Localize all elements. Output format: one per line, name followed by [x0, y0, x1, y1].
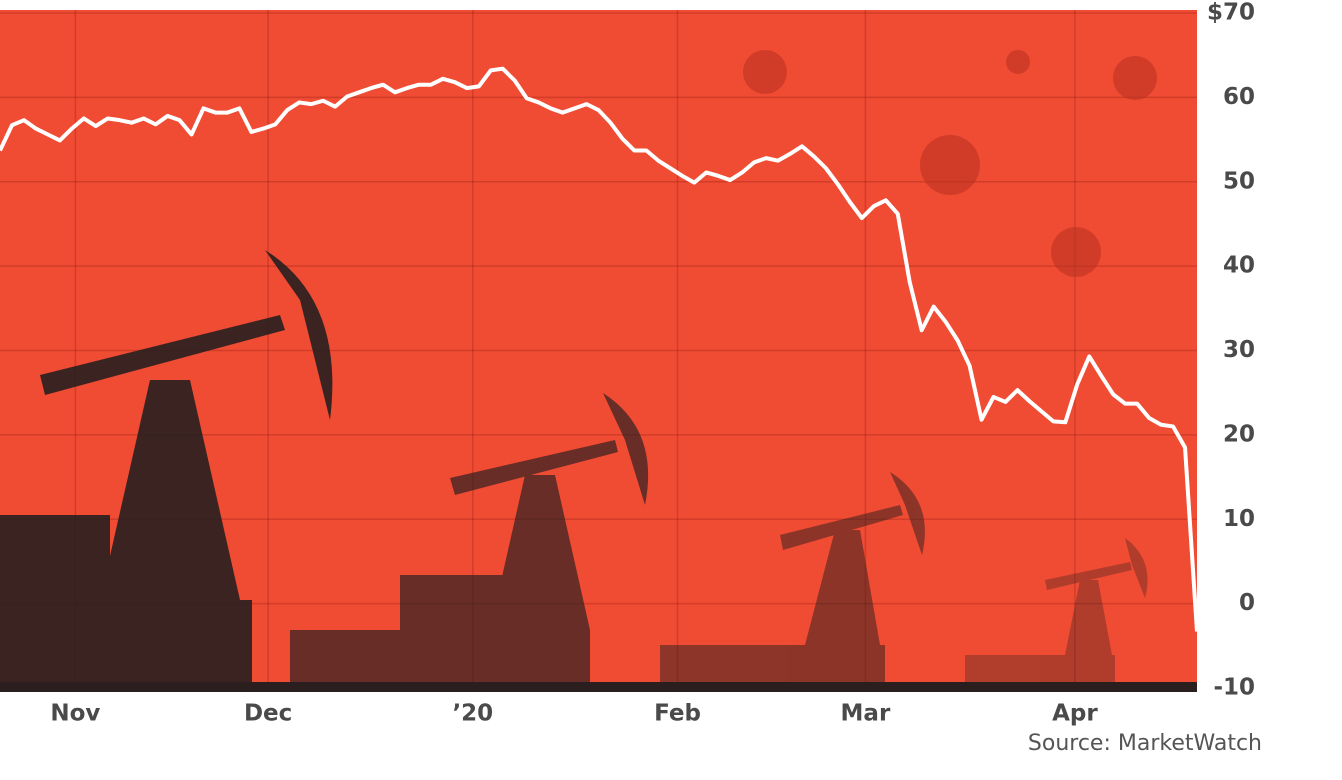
virus [743, 50, 1157, 277]
x-tick-label: Feb [654, 701, 701, 727]
y-tick-label: 10 [1223, 506, 1255, 532]
price-line [0, 66, 1199, 632]
pumpjack [0, 250, 333, 682]
x-tick-label: Apr [1052, 701, 1098, 727]
x-tick-label: Nov [50, 701, 100, 727]
x-tick-label: Mar [841, 701, 891, 727]
decoration [0, 50, 1157, 682]
x-tick-label: ’20 [452, 701, 493, 727]
source: Source: MarketWatch [1028, 731, 1262, 756]
y-tick-label: 40 [1223, 253, 1255, 279]
y-tick-label: -10 [1213, 675, 1255, 701]
y-tick-label: 50 [1223, 168, 1255, 194]
pumpjack [290, 393, 649, 682]
marks [0, 66, 1199, 632]
pumpjack [660, 472, 925, 682]
y-tick-label: 0 [1239, 590, 1255, 616]
y-tick-label: 60 [1223, 84, 1255, 110]
pumpjack [965, 538, 1148, 682]
ground [0, 682, 1197, 692]
y-tick-label: $70 [1207, 0, 1255, 26]
y-tick-label: 20 [1223, 421, 1255, 447]
x-tick-label: Dec [244, 701, 292, 727]
y-tick-label: 30 [1223, 337, 1255, 363]
